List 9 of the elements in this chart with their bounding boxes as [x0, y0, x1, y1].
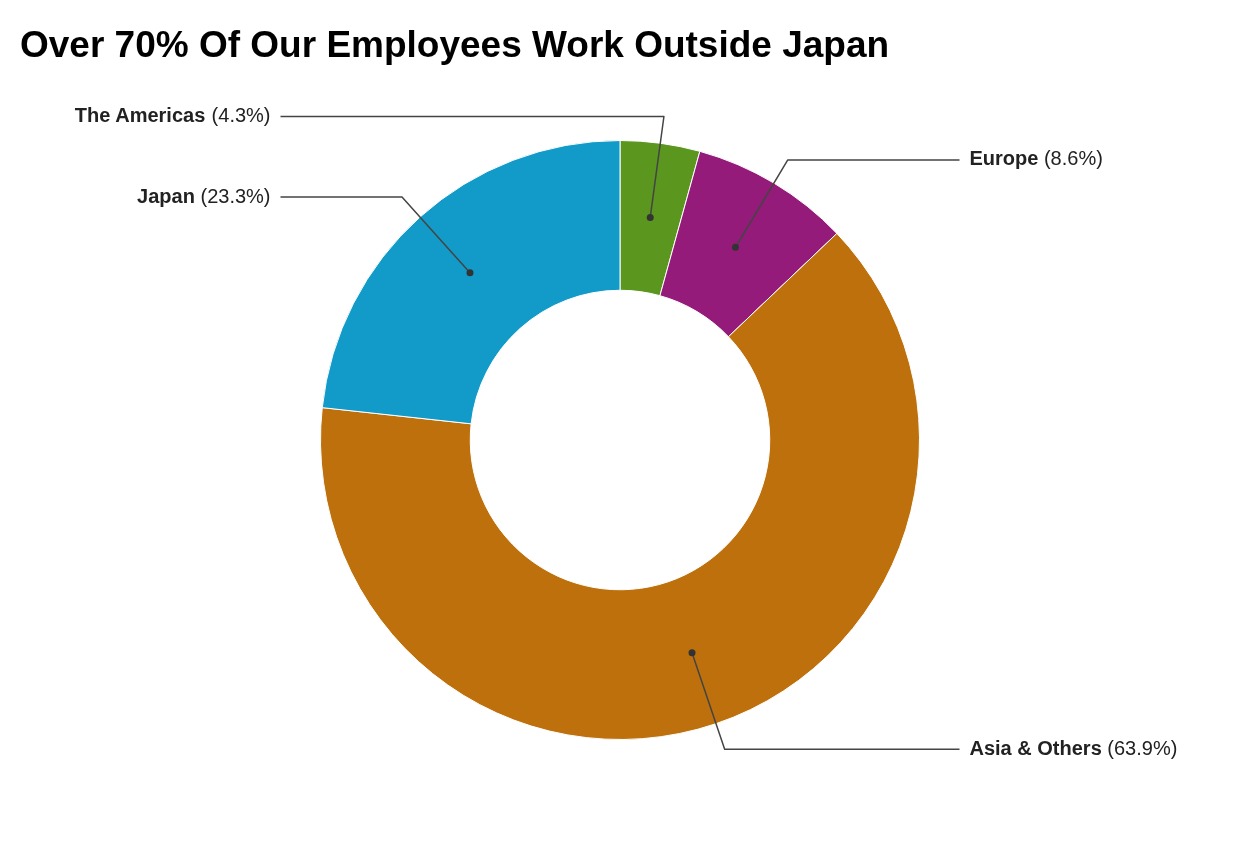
chart-title: Over 70% Of Our Employees Work Outside Japan	[20, 24, 890, 66]
data-label: (8.6%)	[1038, 147, 1103, 170]
slice-label: The Americas	[74, 104, 206, 127]
slice-label: Japan	[137, 184, 195, 207]
data-label: (4.3%)	[206, 104, 271, 127]
slice-label: Asia & Others	[969, 736, 1102, 759]
data-label: (23.3%)	[194, 184, 271, 207]
data-label: (63.9%)	[1101, 736, 1178, 759]
slice-label: Europe	[969, 147, 1039, 170]
